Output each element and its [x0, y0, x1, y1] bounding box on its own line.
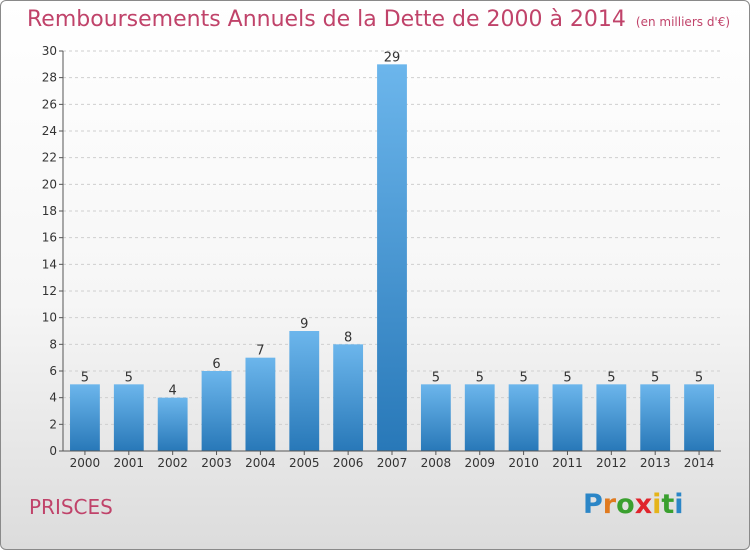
y-tick-label: 12 — [42, 284, 57, 298]
y-tick-label: 4 — [49, 391, 57, 405]
x-tick-label: 2004 — [245, 456, 276, 470]
logo-letter: i — [652, 489, 662, 520]
x-tick-label: 2010 — [508, 456, 539, 470]
bar-2002 — [157, 397, 188, 451]
logo-letter: t — [661, 489, 675, 520]
logo-letter: x — [634, 489, 653, 520]
x-tick-label: 2014 — [684, 456, 715, 470]
logo-letter: r — [602, 489, 617, 520]
y-tick-label: 10 — [42, 311, 57, 325]
data-label: 7 — [256, 344, 264, 359]
x-tick-label: 2008 — [421, 456, 452, 470]
x-tick-label: 2000 — [70, 456, 101, 470]
proxiti-logo: Proxiti — [583, 489, 684, 520]
data-label: 4 — [169, 384, 177, 399]
y-tick-label: 18 — [42, 204, 57, 218]
bar-2007 — [377, 64, 407, 452]
data-label: 8 — [344, 330, 352, 345]
bar-2001 — [113, 384, 144, 451]
bar-2014 — [684, 384, 714, 451]
y-tick-label: 6 — [49, 364, 57, 378]
x-tick-label: 2001 — [114, 456, 145, 470]
y-tick-label: 2 — [49, 417, 57, 431]
data-label: 5 — [476, 370, 484, 385]
x-tick-label: 2003 — [201, 456, 232, 470]
chart-title: Remboursements Annuels de la Dette de 20… — [27, 7, 730, 32]
y-tick-label: 0 — [49, 444, 57, 458]
bar-2005 — [289, 331, 320, 451]
label-layer: 5 5 4 6 7 9 8 29 5 5 5 5 5 5 5 — [81, 50, 703, 398]
y-tick-label: 28 — [42, 71, 57, 85]
y-tick-label: 24 — [42, 124, 57, 138]
x-tick-label: 2006 — [333, 456, 364, 470]
data-label: 5 — [695, 370, 703, 385]
data-label: 9 — [300, 317, 308, 332]
y-tick-label: 26 — [42, 97, 57, 111]
data-label: 6 — [212, 357, 220, 372]
y-tick-label: 8 — [49, 337, 57, 351]
x-tick-label: 2009 — [464, 456, 495, 470]
chart-title-text: Remboursements Annuels de la Dette de 20… — [27, 7, 626, 32]
bar-2004 — [245, 357, 276, 451]
bar-2003 — [201, 371, 232, 451]
x-tick-label: 2013 — [640, 456, 671, 470]
y-tick-label: 14 — [42, 257, 57, 271]
y-tick-label: 30 — [42, 44, 57, 58]
logo-letter: o — [616, 489, 635, 520]
x-tick-label: 2007 — [377, 456, 408, 470]
data-label: 5 — [607, 370, 615, 385]
x-tick-label: 2005 — [289, 456, 320, 470]
data-label: 5 — [125, 370, 133, 385]
data-label: 5 — [519, 370, 527, 385]
x-tick-label: 2012 — [596, 456, 627, 470]
bar-2012 — [596, 384, 627, 451]
bar-2010 — [508, 384, 539, 451]
bar-2006 — [333, 344, 364, 451]
bar-2011 — [552, 384, 583, 451]
bar-2008 — [420, 384, 451, 451]
data-label: 5 — [651, 370, 659, 385]
bar-2000 — [70, 384, 100, 451]
logo-letter: P — [583, 489, 603, 520]
x-tick-label: 2011 — [552, 456, 583, 470]
bar-2013 — [640, 384, 671, 451]
data-label: 5 — [81, 370, 89, 385]
data-label: 29 — [384, 50, 401, 65]
data-label: 5 — [432, 370, 440, 385]
data-label: 5 — [563, 370, 571, 385]
commune-name: PRISCES — [29, 495, 113, 519]
chart-subtitle: (en milliers d'€) — [635, 15, 731, 29]
bar-2009 — [464, 384, 495, 451]
y-tick-label: 16 — [42, 231, 57, 245]
y-tick-label: 20 — [42, 177, 57, 191]
bar-layer — [70, 64, 714, 452]
y-tick-label: 22 — [42, 151, 57, 165]
x-tick-label: 2002 — [157, 456, 188, 470]
logo-letter: i — [674, 489, 684, 520]
